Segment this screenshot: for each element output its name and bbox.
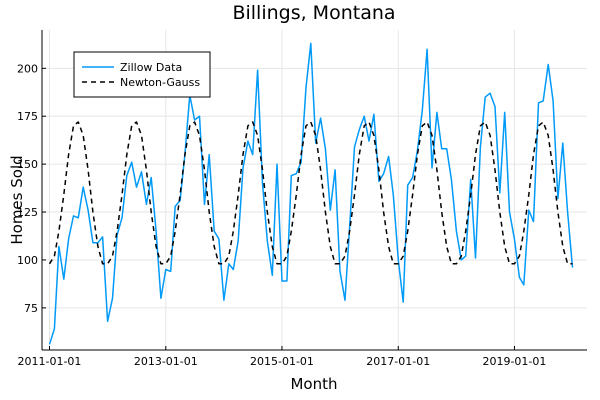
series-line-zillow-data: [48, 42, 574, 345]
y-tick-label-175: 175: [17, 110, 38, 123]
series-line-newton-gauss: [48, 121, 573, 265]
legend: Zillow Data Newton-Gauss: [73, 51, 211, 98]
y-tick-label-125: 125: [17, 206, 38, 219]
x-tick-label-2013-01-01: 2013-01-01: [134, 355, 198, 368]
tick-labels: 2011-01-01 2013-01-01 2015-01-01 2017-01-01…: [17, 62, 546, 368]
legend-label-zillow-data: Zillow Data: [120, 61, 182, 74]
y-tick-label-75: 75: [24, 302, 38, 315]
y-tick-label-150: 150: [17, 158, 38, 171]
y-axis-title: Homes Sold: [8, 155, 26, 244]
x-tick-label-2015-01-01: 2015-01-01: [250, 355, 314, 368]
legend-label-newton-gauss: Newton-Gauss: [120, 76, 200, 89]
x-tick-label-2011-01-01: 2011-01-01: [18, 355, 82, 368]
axes: [41, 30, 587, 351]
legend-box: [73, 51, 211, 98]
x-tick-label-2017-01-01: 2017-01-01: [366, 355, 430, 368]
chart-title: Billings, Montana: [232, 2, 395, 24]
y-tick-label-200: 200: [17, 62, 38, 75]
series-lines: [48, 42, 574, 345]
x-tick-label-2019-01-01: 2019-01-01: [482, 355, 546, 368]
y-tick-label-100: 100: [17, 254, 38, 267]
x-axis-title: Month: [290, 375, 337, 393]
